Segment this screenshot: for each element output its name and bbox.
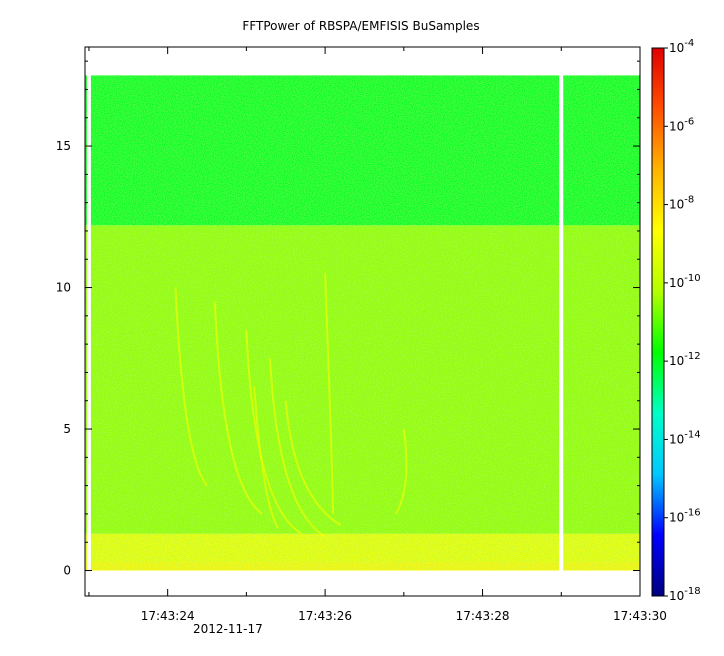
wave-feature-6 xyxy=(324,273,334,514)
y-tick-label-0: 0 xyxy=(63,564,71,578)
cbar-tick-label-3: 10-12 xyxy=(669,351,701,368)
x-tick-label-3: 17:43:30 xyxy=(613,609,667,623)
colorbar-ticks: 10-18 10-16 10-14 10-12 10-10 10-8 10-6 10-4 xyxy=(664,38,701,603)
x-date-label: 2012-11-17 xyxy=(193,622,263,636)
plot-area xyxy=(84,46,641,597)
wave-feature-3 xyxy=(253,386,279,529)
no-data-top xyxy=(86,48,639,76)
wave-feature-5 xyxy=(284,400,342,527)
x-tick-label-1: 17:43:26 xyxy=(298,609,352,623)
y-axis: 0 5 10 15 xyxy=(56,60,640,578)
cbar-tick-label-2: 10-14 xyxy=(669,429,701,446)
x-axis: 17:43:24 17:43:26 17:43:28 17:43:30 xyxy=(88,47,667,623)
no-data-bottom xyxy=(86,570,639,595)
x-tick-label-0: 17:43:24 xyxy=(141,609,195,623)
wave-feature-4 xyxy=(269,358,326,538)
noise-texture-dark xyxy=(85,73,640,570)
colorbar-fill xyxy=(652,48,664,596)
y-tick-label-1: 5 xyxy=(63,422,71,436)
cbar-tick-label-6: 10-6 xyxy=(669,116,694,133)
cbar-tick-label-5: 10-8 xyxy=(669,195,694,212)
x-tick-label-2: 17:43:28 xyxy=(456,609,510,623)
wave-features xyxy=(85,48,639,595)
wave-feature-1 xyxy=(213,301,263,515)
cbar-tick-label-4: 10-10 xyxy=(669,273,701,290)
colorbar: 10-18 10-16 10-14 10-12 10-10 10-8 10-6 10-4 xyxy=(651,38,701,603)
gap-0 xyxy=(86,48,91,595)
cbar-tick-label-7: 10-4 xyxy=(669,38,694,55)
data-gaps xyxy=(86,48,564,595)
y-tick-label-3: 15 xyxy=(56,139,71,153)
gap-1 xyxy=(559,48,564,595)
colorbar-frame xyxy=(651,47,665,597)
wave-feature-7 xyxy=(395,428,408,515)
wave-feature-2 xyxy=(245,329,303,535)
cbar-tick-label-1: 10-16 xyxy=(669,508,701,525)
chart-title: FFTPower of RBSPA/EMFISIS BuSamples xyxy=(242,19,479,33)
cbar-tick-label-0: 10-18 xyxy=(669,586,701,603)
wave-feature-0 xyxy=(174,287,208,487)
y-tick-label-2: 10 xyxy=(56,281,71,295)
plot-frame xyxy=(84,46,641,597)
